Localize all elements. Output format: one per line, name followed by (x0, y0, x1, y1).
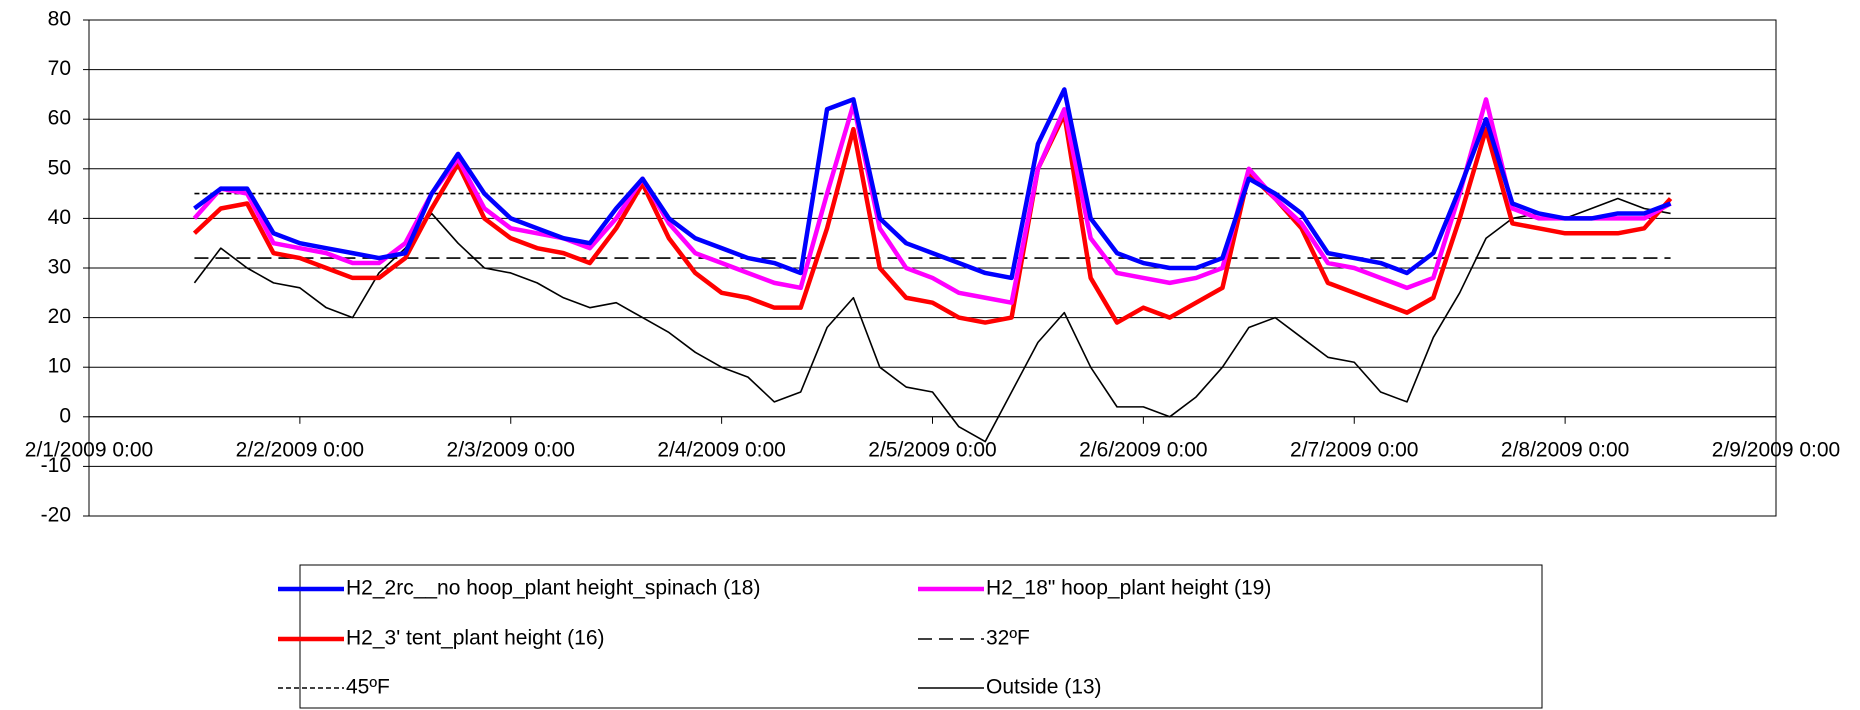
x-tick-label: 2/3/2009 0:00 (447, 438, 575, 461)
x-tick-label: 2/9/2009 0:00 (1712, 438, 1840, 461)
y-tick-label: -10 (41, 454, 71, 477)
y-tick-label: 0 (59, 404, 71, 427)
x-tick-label: 2/4/2009 0:00 (657, 438, 785, 461)
series-line (192, 111, 1673, 325)
x-tick-label: 2/2/2009 0:00 (236, 438, 364, 461)
series-line (192, 97, 1672, 305)
series-line (193, 87, 1672, 281)
legend-label: Outside (13) (986, 676, 1102, 699)
legend-label: H2_2rc__no hoop_plant height_spinach (18… (346, 577, 760, 600)
legend-label: 45ºF (346, 676, 390, 699)
y-tick-label: -20 (41, 504, 71, 527)
y-tick-label: 20 (48, 305, 71, 328)
y-tick-label: 70 (48, 57, 71, 80)
y-tick-label: 10 (48, 355, 71, 378)
y-tick-label: 80 (48, 8, 71, 31)
legend: H2_2rc__no hoop_plant height_spinach (18… (278, 564, 1543, 709)
legend-label: H2_18" hoop_plant height (19) (986, 577, 1271, 600)
x-tick-label: 2/5/2009 0:00 (868, 438, 996, 461)
y-tick-label: 50 (48, 156, 71, 179)
legend-label: H2_3' tent_plant height (16) (346, 627, 605, 650)
series-line (193, 197, 1671, 443)
x-tick-label: 2/1/2009 0:00 (25, 438, 153, 461)
legend-label: 32ºF (986, 627, 1030, 650)
x-tick-label: 2/6/2009 0:00 (1079, 438, 1207, 461)
y-tick-label: 60 (48, 107, 71, 130)
x-tick-label: 2/7/2009 0:00 (1290, 438, 1418, 461)
x-tick-label: 2/8/2009 0:00 (1501, 438, 1629, 461)
plot-border (88, 19, 1777, 517)
y-tick-label: 40 (48, 206, 71, 229)
y-tick-label: 30 (48, 256, 71, 279)
